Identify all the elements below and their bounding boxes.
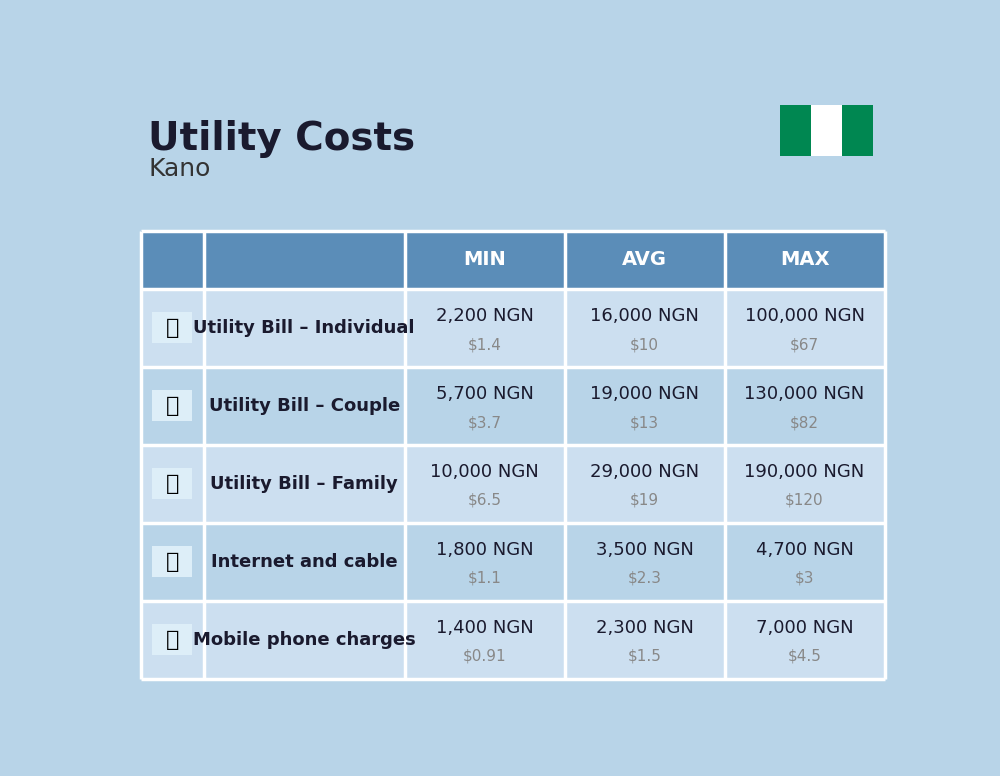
Text: Kano: Kano (148, 157, 211, 181)
Text: $2.3: $2.3 (628, 571, 662, 586)
Text: MIN: MIN (463, 250, 506, 269)
Text: 19,000 NGN: 19,000 NGN (590, 385, 699, 403)
Text: Utility Bill – Couple: Utility Bill – Couple (209, 397, 400, 415)
Text: $67: $67 (790, 337, 819, 352)
Text: $10: $10 (630, 337, 659, 352)
FancyBboxPatch shape (140, 445, 885, 523)
Text: 💡: 💡 (165, 396, 179, 416)
Text: $1.1: $1.1 (468, 571, 502, 586)
Text: MAX: MAX (780, 250, 829, 269)
Text: $13: $13 (630, 415, 659, 430)
Text: 29,000 NGN: 29,000 NGN (590, 462, 699, 481)
Text: 1,400 NGN: 1,400 NGN (436, 618, 533, 637)
Text: Utility Bill – Family: Utility Bill – Family (210, 475, 398, 493)
Text: Mobile phone charges: Mobile phone charges (193, 631, 416, 649)
Text: 2,200 NGN: 2,200 NGN (436, 307, 534, 325)
Text: $0.91: $0.91 (463, 649, 506, 664)
Text: $3.7: $3.7 (468, 415, 502, 430)
Text: AVG: AVG (622, 250, 667, 269)
Text: 190,000 NGN: 190,000 NGN (744, 462, 865, 481)
FancyBboxPatch shape (140, 523, 885, 601)
FancyBboxPatch shape (842, 105, 873, 156)
Text: 16,000 NGN: 16,000 NGN (590, 307, 699, 325)
Text: $1.5: $1.5 (628, 649, 661, 664)
FancyBboxPatch shape (780, 105, 811, 156)
FancyBboxPatch shape (140, 289, 885, 367)
Text: $19: $19 (630, 493, 659, 508)
Text: 10,000 NGN: 10,000 NGN (430, 462, 539, 481)
FancyBboxPatch shape (152, 312, 192, 343)
Text: Utility Bill – Individual: Utility Bill – Individual (193, 319, 415, 337)
Text: 📶: 📶 (165, 552, 179, 572)
Text: $4.5: $4.5 (788, 649, 821, 664)
FancyBboxPatch shape (140, 230, 885, 289)
Text: $6.5: $6.5 (468, 493, 502, 508)
Text: 130,000 NGN: 130,000 NGN (744, 385, 865, 403)
Text: $82: $82 (790, 415, 819, 430)
FancyBboxPatch shape (140, 601, 885, 679)
FancyBboxPatch shape (140, 367, 885, 445)
Text: 1,800 NGN: 1,800 NGN (436, 541, 533, 559)
Text: $120: $120 (785, 493, 824, 508)
Text: $1.4: $1.4 (468, 337, 502, 352)
Text: $3: $3 (795, 571, 814, 586)
FancyBboxPatch shape (811, 105, 842, 156)
Text: Utility Costs: Utility Costs (148, 120, 415, 158)
Text: 2,300 NGN: 2,300 NGN (596, 618, 693, 637)
Text: 5,700 NGN: 5,700 NGN (436, 385, 534, 403)
Text: 4,700 NGN: 4,700 NGN (756, 541, 853, 559)
Text: 📱: 📱 (165, 629, 179, 650)
Text: Internet and cable: Internet and cable (211, 553, 397, 570)
Text: 100,000 NGN: 100,000 NGN (745, 307, 865, 325)
FancyBboxPatch shape (152, 468, 192, 499)
Text: 7,000 NGN: 7,000 NGN (756, 618, 853, 637)
Text: 💡: 💡 (165, 474, 179, 494)
FancyBboxPatch shape (152, 390, 192, 421)
Text: 3,500 NGN: 3,500 NGN (596, 541, 693, 559)
FancyBboxPatch shape (152, 624, 192, 655)
FancyBboxPatch shape (152, 546, 192, 577)
Text: 💡: 💡 (165, 318, 179, 338)
